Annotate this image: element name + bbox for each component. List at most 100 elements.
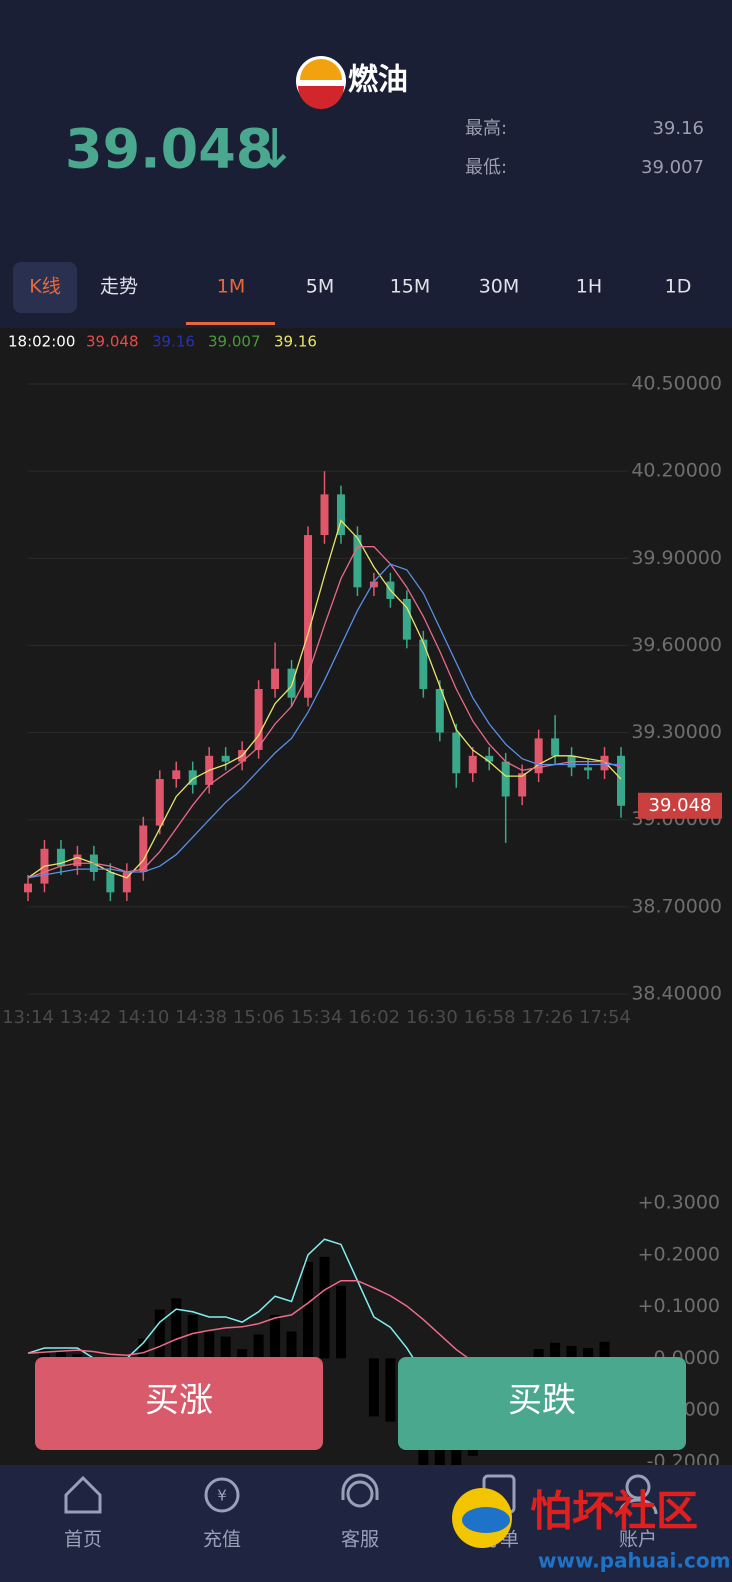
candle-body (534, 738, 543, 774)
tab[interactable]: 1M (217, 276, 245, 298)
candle-body (419, 639, 428, 689)
candle-body (501, 761, 510, 797)
macd-bar (566, 1345, 577, 1359)
button-label[interactable]: 买涨 (145, 1381, 213, 1421)
legend-value: 39.16 (274, 333, 317, 351)
tab[interactable]: 5M (306, 276, 334, 298)
y-tick-label: +0.3000 (638, 1192, 720, 1214)
y-tick-label: +0.1000 (638, 1295, 720, 1317)
macd-bar (270, 1314, 281, 1359)
x-tick-label: 13:14 (2, 1007, 54, 1028)
y-tick-label: 40.50000 (631, 373, 722, 395)
ma-line (27, 563, 621, 879)
x-tick-label: 17:54 (579, 1007, 631, 1028)
y-tick-label: 38.70000 (631, 895, 722, 917)
candle-body (254, 689, 263, 750)
candle-body (402, 598, 411, 640)
candle-body (468, 755, 477, 774)
high-label: 最高: (465, 118, 507, 139)
candle-body (304, 535, 313, 698)
macd-bar (286, 1331, 297, 1359)
tab[interactable]: 走势 (100, 276, 138, 298)
candle-body (485, 755, 494, 762)
buy-down-button[interactable] (398, 1357, 686, 1450)
low-label: 最低: (465, 157, 507, 178)
candle-body (353, 535, 362, 588)
nav-label[interactable]: 充值 (203, 1529, 241, 1551)
candle-body (518, 773, 527, 797)
legend-time: 18:02:00 (8, 333, 75, 351)
y-tick-label: 40.20000 (631, 460, 722, 482)
candle-body (24, 883, 32, 893)
macd-bar (335, 1285, 346, 1359)
tab[interactable]: K线 (29, 276, 60, 298)
macd-bar (204, 1331, 215, 1359)
candle-body (600, 755, 609, 771)
tab-active-bg (13, 262, 77, 313)
ma-line (27, 519, 622, 879)
y-tick-label: 38.40000 (631, 983, 722, 1005)
nav-label[interactable]: 客服 (341, 1529, 379, 1551)
x-tick-label: 14:38 (175, 1007, 227, 1028)
macd-bar (368, 1358, 379, 1417)
low-value: 39.007 (641, 157, 704, 178)
buy-up-button[interactable] (35, 1357, 323, 1450)
chart-bg (0, 328, 732, 1465)
candle-body (287, 668, 296, 698)
x-tick-label: 17:26 (521, 1007, 573, 1028)
candle-body (122, 872, 131, 893)
candle-body (172, 770, 181, 780)
button-label[interactable]: 买跌 (508, 1381, 576, 1421)
candle-body (369, 581, 378, 588)
tab[interactable]: 15M (390, 276, 431, 298)
macd-bar (253, 1334, 264, 1359)
macd-bar (154, 1309, 165, 1359)
tab[interactable]: 1D (665, 276, 692, 298)
watermark: 怕坏社区 www.pahuai.com (452, 1487, 730, 1573)
macd-bar (533, 1349, 544, 1359)
x-tick-label: 16:58 (464, 1007, 516, 1028)
macd-bar (237, 1349, 248, 1359)
last-price-box (638, 792, 722, 819)
x-tick-label: 14:10 (117, 1007, 169, 1028)
price: 39.048 (65, 118, 273, 181)
candle-body (221, 755, 230, 762)
macd-bar (39, 1350, 50, 1359)
x-tick-label: 13:42 (60, 1007, 112, 1028)
macd-bar (220, 1336, 231, 1359)
x-tick-label: 15:34 (291, 1007, 343, 1028)
header-bg (0, 0, 732, 328)
candle-body (188, 770, 197, 785)
title: 燃油 (348, 63, 408, 98)
macd-bar (385, 1358, 396, 1422)
candle-body (73, 854, 82, 867)
macd-bar (187, 1314, 198, 1359)
candle-body (617, 755, 625, 806)
logo (296, 56, 346, 109)
y-tick-label: 39.30000 (631, 721, 722, 743)
x-tick-label: 16:02 (348, 1007, 400, 1028)
tab-underline (186, 322, 275, 325)
last-price-label: 39.048 (649, 795, 712, 816)
nav-label[interactable]: 账户 (619, 1529, 657, 1551)
recharge-icon-symbol: ¥ (217, 1487, 227, 1505)
tab[interactable]: 1H (576, 276, 602, 298)
macd-bar (303, 1262, 314, 1359)
tab[interactable]: 30M (479, 276, 520, 298)
legend-value: 39.048 (86, 333, 139, 351)
y-tick-label: 39.60000 (631, 634, 722, 656)
watermark-logo-fish (462, 1507, 510, 1533)
candle-body (435, 689, 444, 733)
macd-bar (72, 1354, 83, 1359)
macd-bar (599, 1341, 610, 1359)
candle-body (452, 732, 461, 774)
candle-body (584, 767, 593, 771)
macd-bar (319, 1256, 330, 1359)
candle-body (155, 779, 164, 826)
nav-label[interactable]: 首页 (64, 1529, 102, 1551)
y-tick-label: +0.2000 (638, 1243, 720, 1265)
high-value: 39.16 (652, 118, 704, 139)
macd-bar (138, 1338, 149, 1359)
x-tick-label: 15:06 (233, 1007, 285, 1028)
